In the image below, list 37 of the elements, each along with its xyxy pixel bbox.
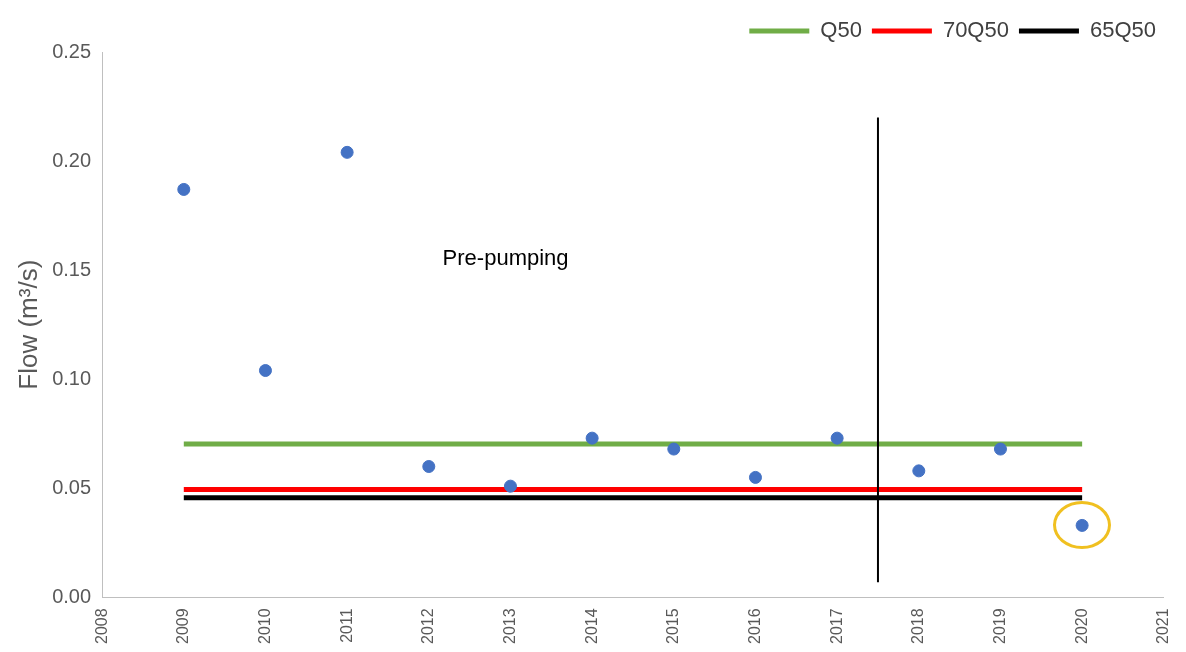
point xyxy=(748,470,762,484)
x-tick-label: 2013 xyxy=(500,608,518,644)
x-tick-label: 2014 xyxy=(582,608,600,644)
legend-label: Q50 xyxy=(820,17,862,43)
point xyxy=(667,442,681,456)
y-tick-label: 0.05 xyxy=(52,475,92,498)
legend-label: 65Q50 xyxy=(1089,17,1157,43)
x-tick-label: 2016 xyxy=(745,608,763,644)
point xyxy=(177,182,191,196)
y-axis-title: Flow (m³/s) xyxy=(12,259,43,390)
point xyxy=(258,364,272,378)
x-tick-label: 2017 xyxy=(827,608,845,644)
point xyxy=(912,464,926,478)
y-tick-label: 0.20 xyxy=(52,148,92,171)
y-tick-label: 0.15 xyxy=(52,257,92,280)
point xyxy=(422,460,436,474)
x-tick-label: 2010 xyxy=(255,608,273,644)
y-tick-label: 0.10 xyxy=(52,366,92,389)
annotation: Pre-pumping xyxy=(442,245,569,271)
point xyxy=(340,145,354,159)
x-tick-label: 2008 xyxy=(92,608,110,644)
point xyxy=(503,479,517,493)
x-tick-label: 2019 xyxy=(990,608,1008,644)
point xyxy=(830,431,844,445)
x-tick-label: 2021 xyxy=(1154,608,1172,644)
point xyxy=(993,442,1007,456)
y-tick-label: 0.25 xyxy=(52,39,92,62)
legend-label: 70Q50 xyxy=(942,17,1009,43)
x-tick-label: 2012 xyxy=(419,608,437,644)
x-tick-label: 2020 xyxy=(1072,608,1090,644)
x-tick-label: 2015 xyxy=(664,608,682,644)
y-tick-label: 0.00 xyxy=(52,584,92,607)
point xyxy=(585,431,599,445)
point xyxy=(1075,518,1089,532)
x-tick-label: 2018 xyxy=(909,608,927,644)
x-tick-label: 2009 xyxy=(174,608,192,644)
x-tick-label: 2011 xyxy=(337,608,355,643)
